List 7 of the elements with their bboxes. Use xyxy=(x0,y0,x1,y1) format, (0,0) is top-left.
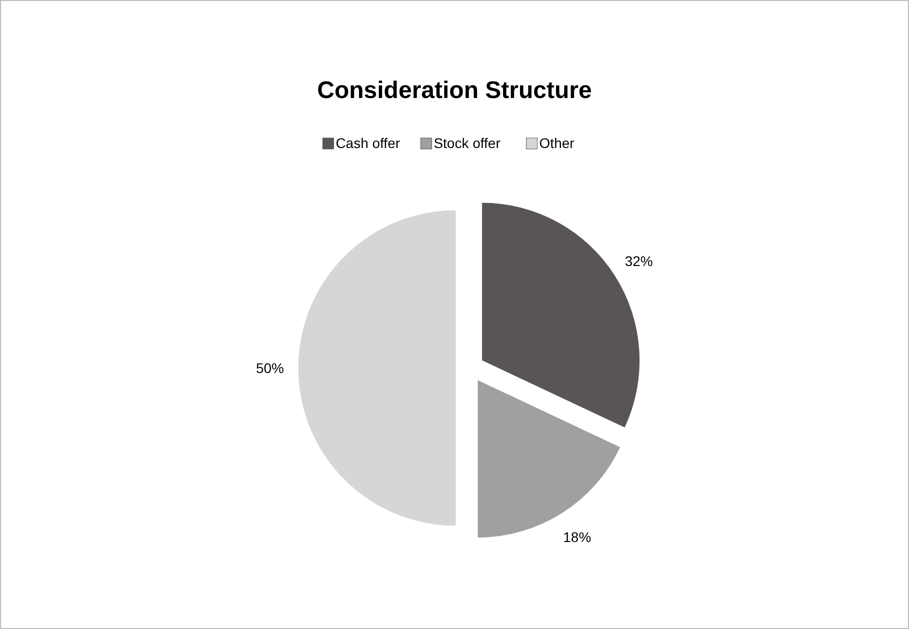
legend-label: Cash offer xyxy=(336,135,400,151)
legend-label: Other xyxy=(539,135,575,151)
chart-title: Consideration Structure xyxy=(317,77,592,104)
legend-label: Stock offer xyxy=(434,135,501,151)
data-label: 50% xyxy=(256,360,284,376)
data-label: 18% xyxy=(563,528,592,545)
data-label: 32% xyxy=(624,252,653,269)
